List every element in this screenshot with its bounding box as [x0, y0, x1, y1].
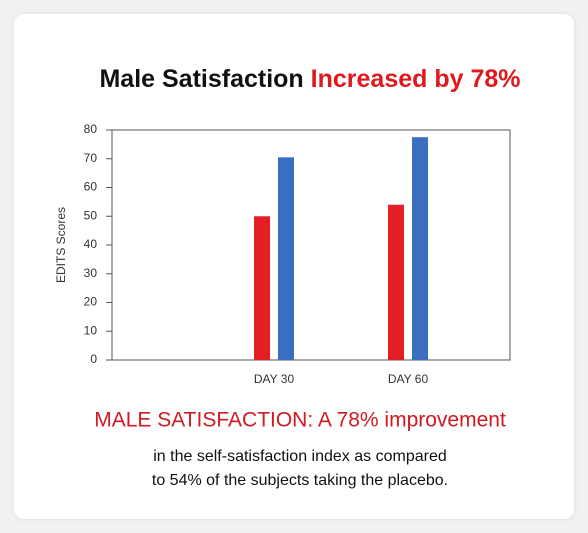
plot-frame — [111, 129, 511, 361]
y-tick-label: 0 — [90, 352, 97, 366]
title-highlight: Increased by 78% — [311, 65, 521, 93]
y-tick-label: 30 — [84, 266, 98, 280]
y-axis-label: EDITS Scores — [54, 207, 68, 283]
x-tick-label: DAY 30 — [254, 372, 295, 386]
x-tick-label: DAY 60 — [388, 372, 429, 386]
title-main: Male Satisfaction — [99, 65, 303, 93]
y-tick-label: 70 — [84, 151, 98, 165]
bar — [412, 137, 428, 360]
bar — [388, 204, 404, 360]
y-tick-label: 20 — [84, 295, 98, 309]
y-tick-label: 40 — [84, 237, 98, 251]
y-tick-label: 10 — [84, 323, 98, 337]
description: in the self-satisfaction index as compar… — [153, 448, 446, 465]
y-tick-label: 60 — [84, 180, 98, 194]
bar — [254, 216, 270, 360]
subtitle: MALE SATISFACTION: A 78% improvement — [94, 409, 506, 432]
bar — [278, 157, 294, 360]
description: to 54% of the subjects taking the placeb… — [152, 472, 448, 489]
chart-title: Male Satisfaction Increased by 78% — [99, 65, 520, 93]
y-tick-label: 80 — [84, 122, 98, 136]
y-tick-label: 50 — [84, 208, 98, 222]
